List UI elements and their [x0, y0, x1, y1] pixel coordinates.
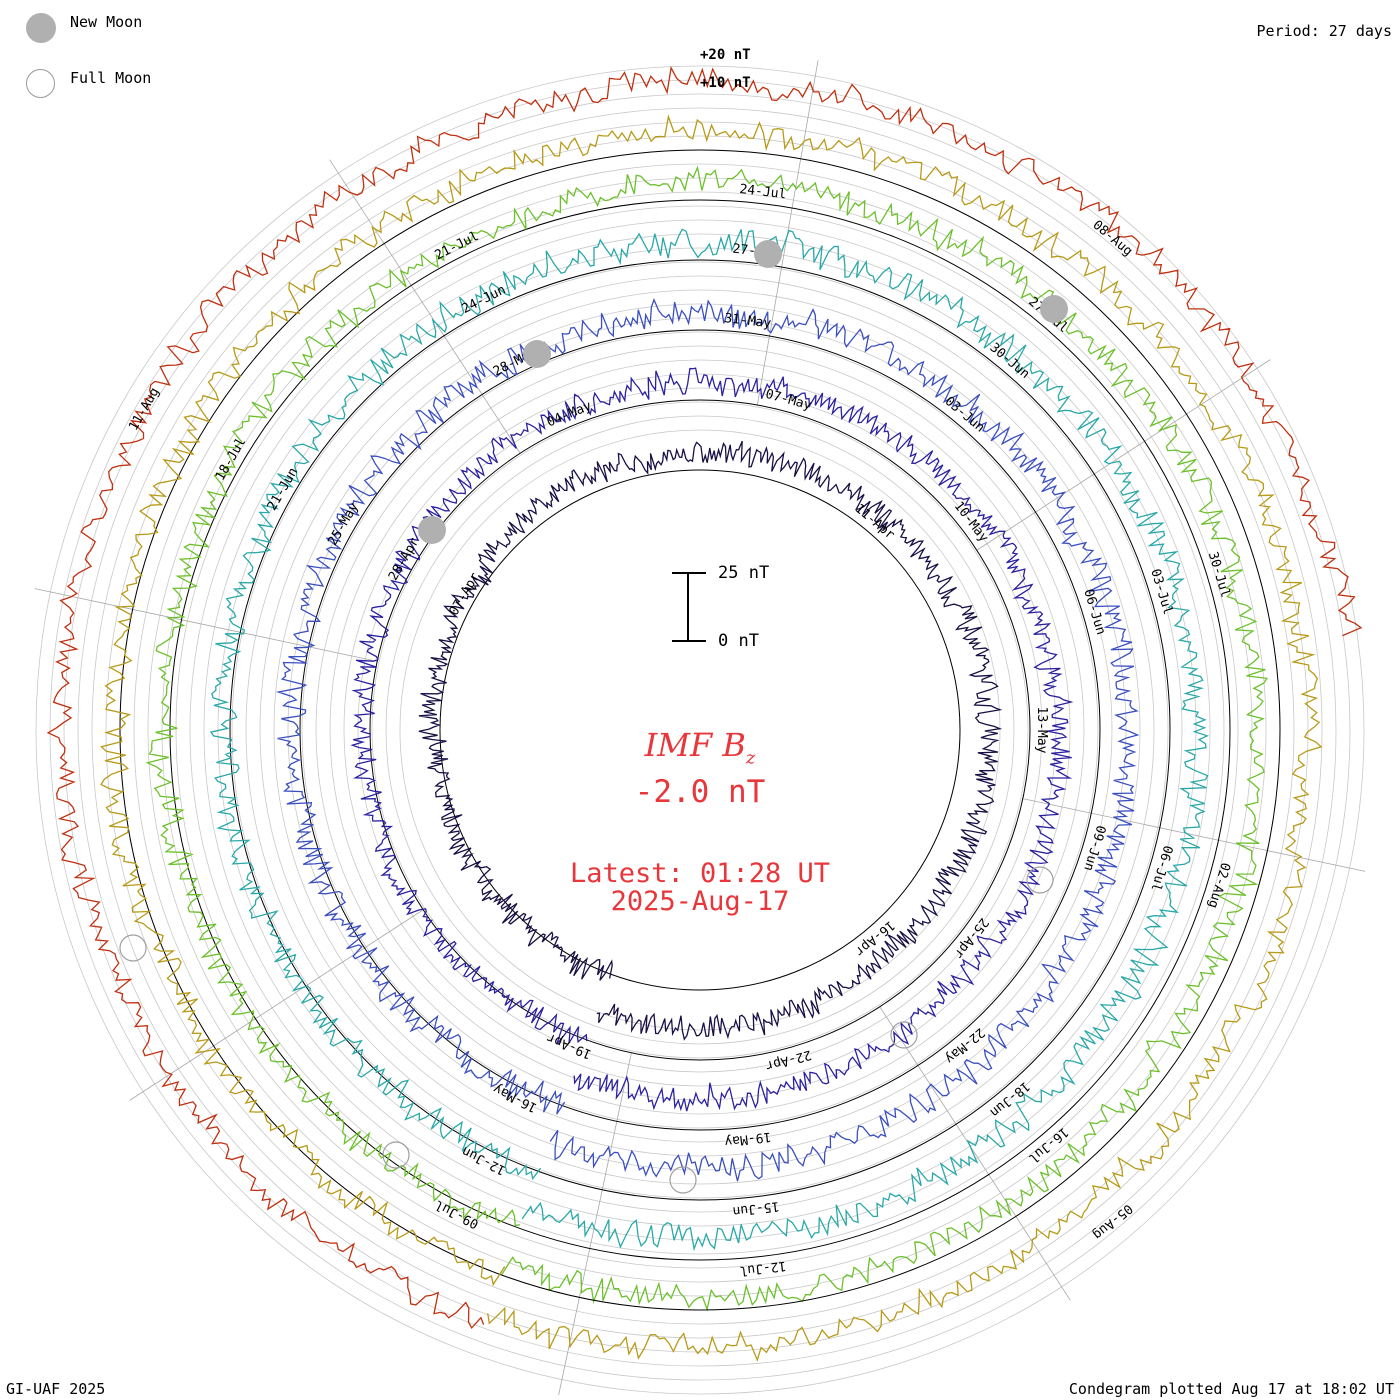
full-moon-marker: [669, 1166, 697, 1194]
grid-spoke: [976, 359, 1271, 551]
date-label: 05-Aug: [1090, 1201, 1136, 1243]
series-ring-2: [350, 367, 1074, 1112]
date-label: 31-May: [724, 311, 773, 331]
scale-bar-top-label: 25 nT: [718, 563, 770, 583]
date-label: 15-Jun: [732, 1198, 780, 1218]
series-ring-6: [100, 114, 1323, 1362]
chart-title-main: IMF B: [644, 726, 746, 764]
zero-circle: [439, 469, 961, 991]
full-moon-marker: [119, 934, 147, 962]
grid-circle: [35, 65, 1365, 1395]
full-moon-marker: [382, 1141, 410, 1169]
date-label: 04-May: [545, 399, 594, 431]
series-ring-1: [418, 440, 1003, 1041]
grid-circle: [231, 261, 1169, 1199]
series-ring-4: [209, 228, 1209, 1252]
grid-circle: [371, 401, 1029, 1059]
date-label: 24-Jun: [460, 282, 509, 316]
date-label: 16-May: [491, 1080, 540, 1115]
grid-spoke: [1022, 798, 1366, 872]
footer-plotted: Condegram plotted Aug 17 at 18:02 UT: [1068, 1380, 1394, 1398]
zero-circle: [229, 259, 1171, 1201]
full-moon-legend-icon: [26, 69, 55, 98]
grid-circle: [357, 387, 1043, 1073]
date-label: 19-May: [723, 1129, 772, 1149]
grid-circle: [77, 107, 1323, 1353]
scale-label-plus10: +10 nT: [700, 75, 751, 91]
full-moon-marker: [1026, 866, 1054, 894]
current-value: -2.0 nT: [634, 774, 766, 810]
zero-circle: [119, 149, 1281, 1311]
series-ring-5: [145, 165, 1269, 1312]
series-ring-7: [46, 65, 1363, 1330]
new-moon-marker: [418, 516, 446, 544]
latest-date: 2025-Aug-17: [610, 886, 790, 917]
scale-label-plus20: +20 nT: [700, 47, 751, 63]
zero-circle: [369, 399, 1031, 1061]
grid-circle: [63, 93, 1337, 1367]
grid-circle: [161, 191, 1239, 1269]
new-moon-legend-icon: [26, 13, 56, 43]
footer-credit: GI-UAF 2025: [6, 1380, 106, 1398]
period-label: Period: 27 days: [1256, 22, 1392, 40]
grid-circle: [133, 163, 1267, 1297]
grid-spoke: [329, 159, 521, 454]
date-label: 12-Jul: [739, 1258, 787, 1278]
grid-circle: [175, 205, 1225, 1255]
grid-spoke: [129, 909, 424, 1101]
grid-circle: [301, 331, 1099, 1129]
grid-circle: [105, 135, 1295, 1325]
date-label: 30-Jul: [1205, 550, 1233, 599]
chart-title-subscript: z: [745, 747, 756, 769]
grid-circle: [385, 415, 1015, 1045]
new-moon-marker: [1040, 295, 1068, 323]
date-label: 13-May: [1034, 707, 1049, 754]
grid-spoke: [879, 1006, 1071, 1301]
scale-bar-bottom-label: 0 nT: [718, 631, 759, 651]
grid-circle: [245, 275, 1155, 1185]
date-label: 24-Jul: [739, 182, 787, 202]
chart-title: IMF Bz: [0, 726, 1400, 768]
full-moon-marker: [890, 1021, 918, 1049]
zero-circle: [299, 329, 1101, 1131]
full-moon-legend-label: Full Moon: [70, 69, 152, 87]
new-moon-marker: [754, 240, 782, 268]
new-moon-marker: [523, 340, 551, 368]
new-moon-legend-label: New Moon: [70, 13, 143, 31]
grid-circle: [315, 345, 1085, 1115]
grid-spoke: [558, 1052, 632, 1396]
grid-circle: [287, 317, 1113, 1143]
grid-circle: [329, 359, 1071, 1101]
latest-time: Latest: 01:28 UT: [569, 858, 831, 889]
series-ring-3: [275, 298, 1140, 1182]
grid-circle: [49, 79, 1351, 1381]
grid-circle: [399, 429, 1001, 1031]
grid-spoke: [34, 588, 378, 662]
grid-circle: [203, 233, 1197, 1227]
